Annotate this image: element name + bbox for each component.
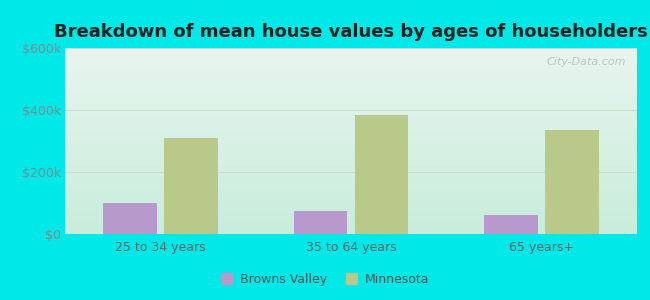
Bar <box>484 215 538 234</box>
Text: City-Data.com: City-Data.com <box>546 57 625 67</box>
Bar <box>164 138 218 234</box>
Bar <box>103 203 157 234</box>
Bar <box>355 115 408 234</box>
Title: Breakdown of mean house values by ages of householders: Breakdown of mean house values by ages o… <box>54 23 648 41</box>
Legend: Browns Valley, Minnesota: Browns Valley, Minnesota <box>216 268 434 291</box>
Bar <box>545 130 599 234</box>
Bar <box>294 211 347 234</box>
